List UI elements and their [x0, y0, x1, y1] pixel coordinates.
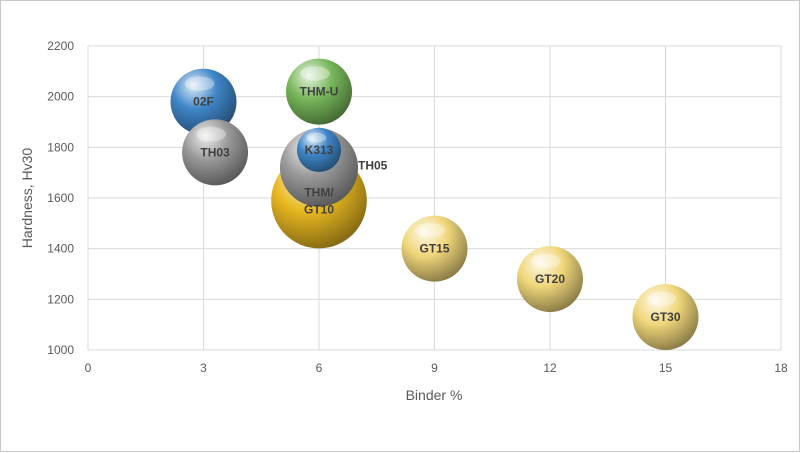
bubble-th03 — [182, 119, 249, 186]
bubble-label: GT20 — [535, 272, 565, 286]
x-tick-label: 9 — [431, 361, 438, 375]
bubble-highlight — [415, 223, 446, 238]
bubble-thm-u — [286, 58, 352, 125]
bubble-highlight — [196, 126, 226, 142]
x-tick-label: 15 — [659, 361, 673, 375]
x-tick-label: 12 — [543, 361, 557, 375]
x-tick-label: 0 — [85, 361, 92, 375]
bubble-labels: 02F THM-U TH03 TH05 THM/GT10 K313 GT15 GT20 GT30 — [193, 85, 681, 324]
bubble-gt20 — [517, 246, 583, 313]
bubble-k313 — [296, 127, 342, 173]
y-tick-label: 1800 — [47, 140, 74, 154]
bubble-highlight — [300, 66, 330, 81]
bubble-highlight — [646, 291, 677, 307]
bubble-label: GT30 — [650, 310, 680, 324]
y-tick-label: 2000 — [47, 90, 74, 104]
y-tick-label: 1400 — [47, 242, 74, 256]
bubble-label: K313 — [305, 143, 334, 157]
x-tick-label: 6 — [316, 361, 323, 375]
bubble-highlight — [531, 253, 561, 269]
y-tick-label: 1200 — [47, 292, 74, 306]
y-axis-title: Hardness, Hv30 — [19, 148, 35, 249]
bubble-label: GT15 — [419, 242, 449, 256]
x-tick-labels: 0 3 6 9 12 15 18 — [85, 361, 788, 375]
y-tick-label: 1000 — [47, 343, 74, 357]
bubble-label: TH03 — [200, 145, 230, 159]
bubble-highlight — [306, 132, 327, 143]
bubble-label: THM-U — [300, 85, 339, 99]
y-tick-label: 2200 — [47, 39, 74, 53]
bubble-highlight — [184, 76, 215, 91]
x-tick-label: 18 — [774, 361, 788, 375]
x-axis-title: Binder % — [406, 387, 463, 403]
bubble-gt30 — [632, 284, 699, 351]
y-tick-labels: 1000 1200 1400 1600 1800 2000 2200 — [47, 39, 74, 357]
bubble-gt15 — [401, 215, 468, 282]
bubble-label: THM/GT10 — [304, 186, 334, 217]
y-tick-label: 1600 — [47, 191, 74, 205]
bubble-label: 02F — [193, 95, 214, 109]
bubble-label: TH05 — [358, 159, 388, 173]
bubble-02f — [170, 68, 237, 135]
bubbles — [170, 58, 699, 351]
x-tick-label: 3 — [200, 361, 207, 375]
